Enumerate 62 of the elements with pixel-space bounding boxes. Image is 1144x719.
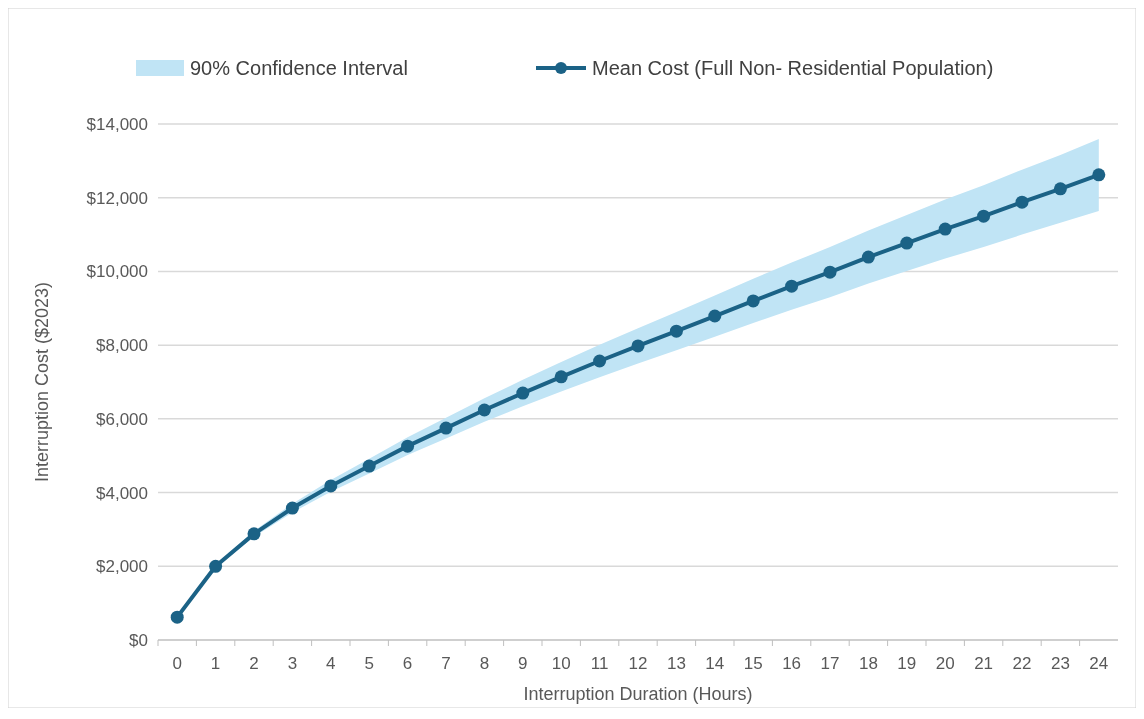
point [669, 324, 683, 338]
point [938, 222, 952, 236]
point [1092, 168, 1106, 182]
point [631, 339, 645, 353]
point [785, 279, 799, 293]
x-tick-label: 15 [743, 654, 763, 673]
x-tick-label: 23 [1050, 654, 1070, 673]
point [285, 501, 299, 515]
x-tick-label: 16 [782, 654, 802, 673]
x-tick-label: 24 [1089, 654, 1109, 673]
point [209, 559, 223, 573]
y-tick-label: $6,000 [96, 409, 148, 429]
x-tick-label: 10 [551, 654, 571, 673]
x-tick-label: 0 [172, 654, 182, 673]
x-tick-label: 22 [1012, 654, 1032, 673]
x-tick-label: 2 [249, 654, 259, 673]
point [861, 250, 875, 264]
y-tick-label: $2,000 [96, 557, 148, 577]
point [554, 370, 568, 384]
legend-label: Mean Cost (Full Non- Residential Population) [592, 57, 994, 79]
y-tick-label: $0 [129, 631, 148, 650]
y-axis-title: Interruption Cost ($2023) [32, 281, 52, 483]
x-tick-label: 4 [326, 654, 336, 673]
x-tick-label: 3 [287, 654, 298, 673]
y-tick-label: $14,000 [86, 115, 148, 134]
point [170, 610, 184, 624]
x-tick-label: 17 [820, 654, 840, 673]
point [477, 403, 491, 417]
point [1053, 182, 1067, 196]
x-tick-label: 5 [364, 654, 374, 673]
y-tick-label: $4,000 [96, 483, 148, 503]
point [900, 236, 914, 250]
y-tick-label: $12,000 [86, 188, 148, 208]
point [247, 527, 261, 541]
x-tick-label: 7 [441, 654, 451, 673]
x-tick-label: 13 [666, 654, 686, 673]
x-axis-title: Interruption Duration (Hours) [523, 684, 753, 704]
point [746, 294, 760, 308]
x-tick-label: 18 [858, 654, 878, 673]
x-tick-label: 1 [210, 654, 221, 673]
x-tick-label: 21 [974, 654, 994, 673]
point [593, 354, 607, 368]
point [401, 439, 415, 453]
x-tick-label: 14 [705, 654, 725, 673]
point [1015, 195, 1029, 209]
x-tick-label: 9 [518, 654, 528, 673]
y-tick-label: $10,000 [86, 262, 148, 282]
point [977, 209, 991, 223]
point [516, 386, 530, 400]
text: 90% Confidence Interval [190, 57, 408, 79]
x-tick-label: 6 [402, 654, 413, 673]
x-tick-label: 19 [897, 654, 917, 673]
x-tick-label: 11 [590, 654, 609, 673]
x-tick-label: 20 [935, 654, 955, 673]
point [324, 479, 338, 493]
x-tick-label: 8 [479, 654, 490, 673]
y-tick-label: $8,000 [96, 336, 148, 356]
point [362, 459, 376, 473]
point [823, 265, 837, 279]
x-tick-label: 12 [628, 654, 648, 673]
point [708, 309, 722, 323]
point [439, 421, 453, 435]
